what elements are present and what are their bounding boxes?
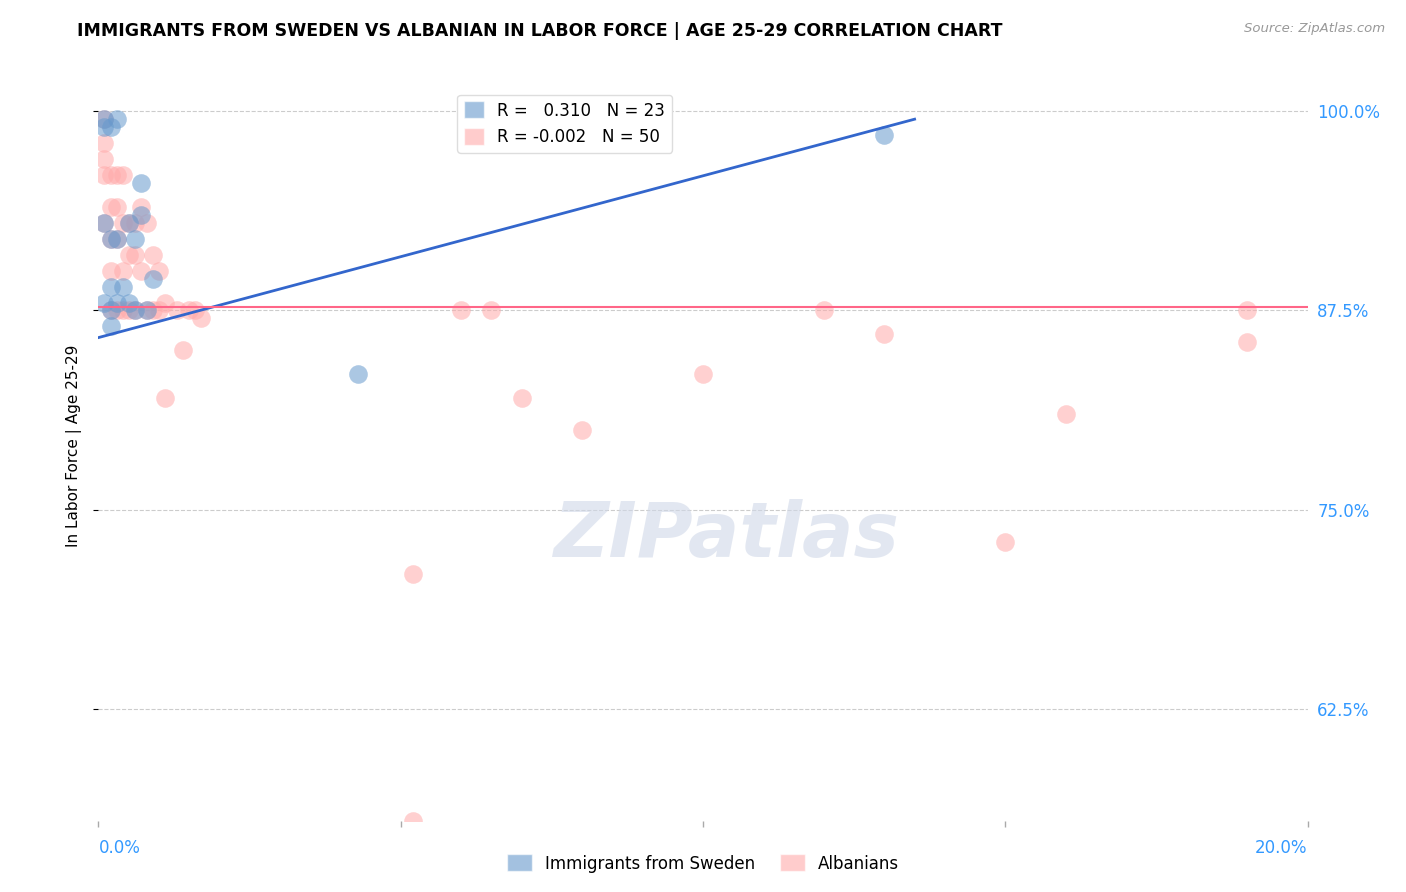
Point <box>172 343 194 358</box>
Point <box>100 168 122 182</box>
Point <box>111 279 134 293</box>
Point <box>153 391 176 405</box>
Text: 20.0%: 20.0% <box>1256 839 1308 857</box>
Point <box>93 216 115 230</box>
Point <box>105 168 128 182</box>
Point <box>124 232 146 246</box>
Point <box>93 112 115 127</box>
Point <box>129 208 152 222</box>
Point <box>111 168 134 182</box>
Point <box>1054 407 1077 421</box>
Point <box>100 200 122 214</box>
Point <box>118 303 141 318</box>
Point <box>510 391 533 405</box>
Point <box>129 200 152 214</box>
Point <box>142 303 165 318</box>
Point <box>105 200 128 214</box>
Point <box>105 303 128 318</box>
Point <box>129 263 152 277</box>
Y-axis label: In Labor Force | Age 25-29: In Labor Force | Age 25-29 <box>66 345 83 547</box>
Point <box>692 368 714 382</box>
Point <box>105 295 128 310</box>
Point <box>118 295 141 310</box>
Point <box>450 303 472 318</box>
Point <box>124 303 146 318</box>
Point <box>813 303 835 318</box>
Legend: Immigrants from Sweden, Albanians: Immigrants from Sweden, Albanians <box>501 847 905 880</box>
Text: Source: ZipAtlas.com: Source: ZipAtlas.com <box>1244 22 1385 36</box>
Point <box>994 534 1017 549</box>
Point <box>124 248 146 262</box>
Point <box>873 128 896 142</box>
Point <box>100 303 122 318</box>
Point <box>142 271 165 285</box>
Point <box>1236 303 1258 318</box>
Point <box>153 295 176 310</box>
Point <box>1236 335 1258 350</box>
Point <box>100 120 122 135</box>
Point <box>111 263 134 277</box>
Point <box>118 216 141 230</box>
Point <box>402 566 425 581</box>
Point <box>93 112 115 127</box>
Point <box>105 112 128 127</box>
Point <box>481 303 503 318</box>
Point <box>100 303 122 318</box>
Point <box>190 311 212 326</box>
Point <box>135 303 157 318</box>
Point <box>124 303 146 318</box>
Point <box>118 216 141 230</box>
Point <box>135 303 157 318</box>
Text: 0.0%: 0.0% <box>98 839 141 857</box>
Point <box>93 168 115 182</box>
Point <box>105 232 128 246</box>
Text: IMMIGRANTS FROM SWEDEN VS ALBANIAN IN LABOR FORCE | AGE 25-29 CORRELATION CHART: IMMIGRANTS FROM SWEDEN VS ALBANIAN IN LA… <box>77 22 1002 40</box>
Point <box>142 248 165 262</box>
Point <box>111 303 134 318</box>
Point <box>571 423 593 437</box>
Point <box>93 216 115 230</box>
Point <box>93 152 115 166</box>
Point <box>347 368 370 382</box>
Point <box>93 120 115 135</box>
Point <box>100 319 122 334</box>
Point <box>166 303 188 318</box>
Point <box>402 814 425 828</box>
Point <box>100 232 122 246</box>
Text: ZIPatlas: ZIPatlas <box>554 499 900 573</box>
Point <box>100 232 122 246</box>
Point <box>129 176 152 190</box>
Point <box>100 263 122 277</box>
Point <box>184 303 207 318</box>
Point <box>118 248 141 262</box>
Point <box>100 279 122 293</box>
Point <box>179 303 201 318</box>
Point <box>93 295 115 310</box>
Point <box>105 232 128 246</box>
Legend: R =   0.310   N = 23, R = -0.002   N = 50: R = 0.310 N = 23, R = -0.002 N = 50 <box>457 95 672 153</box>
Point <box>135 216 157 230</box>
Point <box>148 263 170 277</box>
Point <box>93 136 115 150</box>
Point <box>148 303 170 318</box>
Point <box>124 216 146 230</box>
Point <box>111 216 134 230</box>
Point <box>873 327 896 342</box>
